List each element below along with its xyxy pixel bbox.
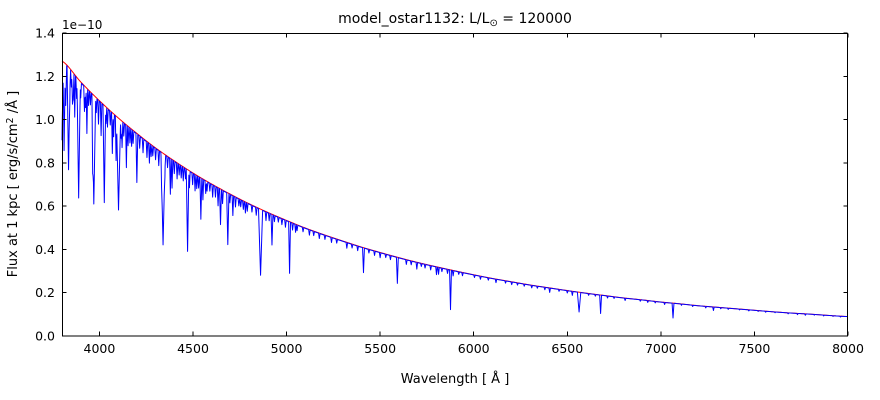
plot-title: model_ostar1132: L/L⊙ = 120000 xyxy=(62,11,848,32)
y-axis-label-text: Flux at 1 kpc [ erg/s/cm xyxy=(6,123,21,278)
x-tick-label: 4500 xyxy=(177,341,209,356)
continuum-line xyxy=(61,60,849,318)
plot-title-value: = 120000 xyxy=(497,11,572,27)
y-axis-label-superscript: 2 xyxy=(5,117,16,124)
y-tick-label: 0.6 xyxy=(35,199,55,214)
x-tick-label: 6000 xyxy=(458,341,490,356)
y-tick-label: 0.0 xyxy=(35,329,55,344)
x-tick-label: 7500 xyxy=(739,341,771,356)
x-tick-label: 7000 xyxy=(645,341,677,356)
y-axis-offset-label: 1e−10 xyxy=(62,18,103,32)
x-axis-label: Wavelength [ Å ] xyxy=(400,372,510,387)
y-tick-label: 0.4 xyxy=(35,242,55,257)
plot-title-text: model_ostar1132: L/L xyxy=(338,11,490,27)
y-tick-label: 0.2 xyxy=(35,285,55,300)
y-axis-label-units: /Å ] xyxy=(6,90,21,118)
x-tick-label: 8000 xyxy=(832,341,864,356)
y-tick-label: 1.0 xyxy=(35,112,55,127)
x-tick-label: 5500 xyxy=(364,341,396,356)
spectrum-line xyxy=(61,65,849,319)
x-tick-label: 4000 xyxy=(84,341,116,356)
y-tick-label: 1.4 xyxy=(35,26,55,41)
x-tick-label: 6500 xyxy=(551,341,583,356)
y-tick-label: 0.8 xyxy=(35,155,55,170)
y-tick-label: 1.2 xyxy=(35,69,55,84)
x-tick-label: 5000 xyxy=(271,341,303,356)
sun-symbol-subscript: ⊙ xyxy=(489,18,498,29)
y-axis-label: Flux at 1 kpc [ erg/s/cm2 /Å ] xyxy=(5,19,22,349)
plot-frame xyxy=(62,33,848,337)
